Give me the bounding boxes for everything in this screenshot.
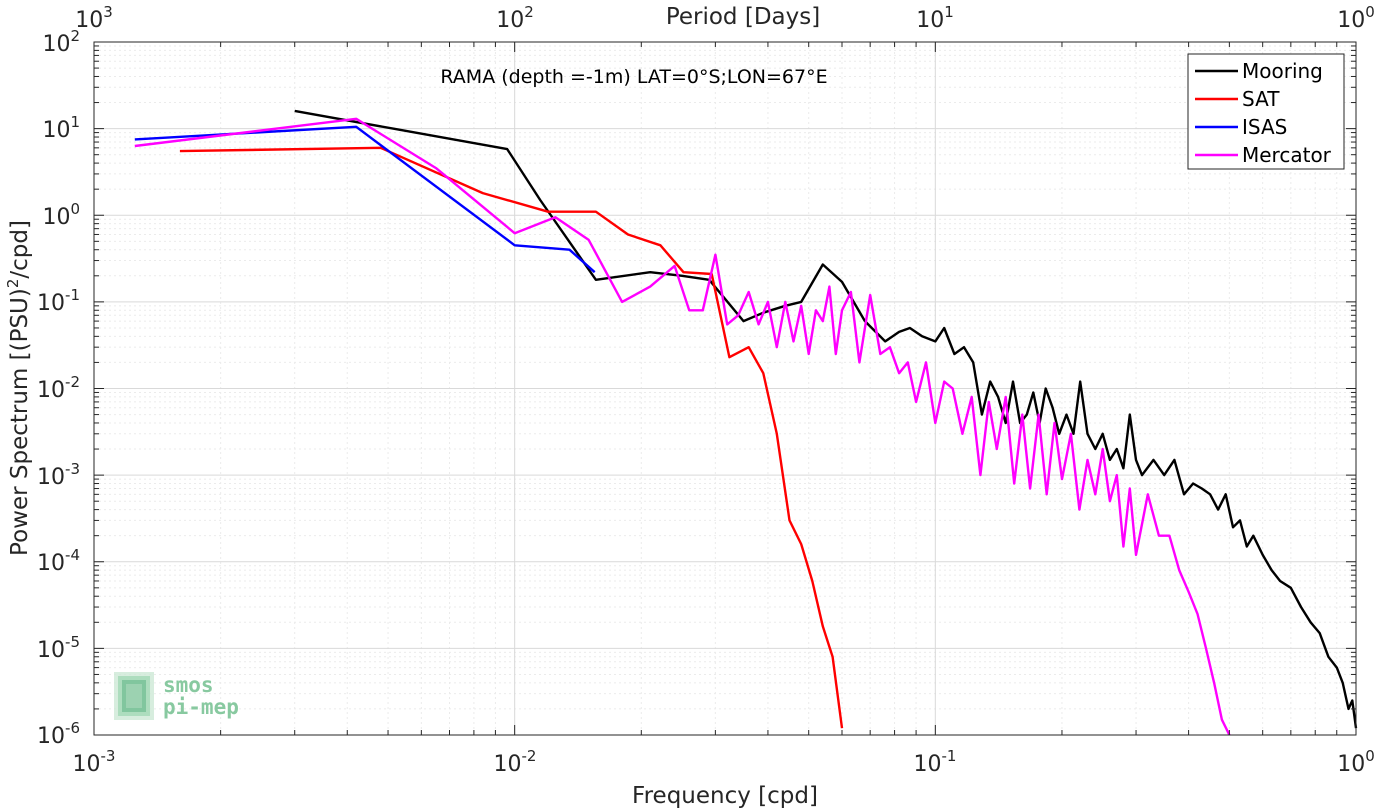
y-tick-label: 10-1 [37,286,80,316]
top-tick-label: 102 [496,3,534,33]
y-tick-label: 10-5 [37,633,80,663]
y-tick-label: 100 [42,200,80,230]
x-tick-label: 100 [1337,747,1375,777]
logo-text-line1: smos [163,673,214,697]
x-axis-label: Frequency [cpd] [632,783,818,809]
axis-ticks [93,41,1357,736]
y-tick-label: 10-2 [37,373,80,403]
logo-mark-icon [114,672,154,720]
series-layer [134,109,1358,736]
x-tick-labels: 10-3 10-2 10-1 100 [73,747,1375,777]
logo-text-line2: pi-mep [163,695,239,719]
y-tick-label: 102 [42,27,80,57]
top-tick-label: 100 [1337,3,1375,33]
x-tick-label: 10-2 [494,747,537,777]
y-tick-label: 101 [42,113,80,143]
series-line-mooring [294,109,1358,729]
top-tick-label: 101 [916,3,954,33]
legend-label-mercator: Mercator [1242,143,1332,167]
y-tick-label: 10-4 [37,546,80,576]
y-tick-label: 10-3 [37,460,80,490]
y-tick-labels: 10-6 10-5 10-4 10-3 10-2 10-1 100 101 10… [37,27,80,749]
legend-box [1187,53,1345,170]
legend: Mooring SAT ISAS Mercator [1187,53,1345,170]
x-tick-label: 10-3 [73,747,116,777]
major-grid [94,42,1356,735]
chart-title: RAMA (depth =-1m) LAT=0°S;LON=67°E [440,66,827,88]
series-line-mercator [134,117,1231,736]
top-axis-label: Period [Days] [666,4,820,30]
top-tick-label: 103 [75,3,113,33]
y-axis-label: Power Spectrum [(PSU)2/cpd] [4,220,33,556]
series-line-sat [179,146,844,729]
x-tick-label: 10-1 [914,747,957,777]
smos-pi-mep-logo: smos pi-mep [114,672,239,720]
series-line-isas [134,125,596,274]
legend-label-mooring: Mooring [1242,59,1323,83]
top-tick-labels: 103 102 101 100 [75,3,1375,33]
legend-label-sat: SAT [1242,87,1280,111]
legend-label-isas: ISAS [1242,115,1287,139]
y-tick-label: 10-6 [37,719,80,749]
